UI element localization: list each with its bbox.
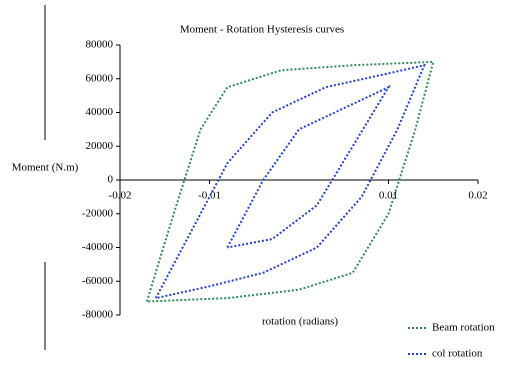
y-tick-label: 40000 xyxy=(86,106,114,118)
y-tick-label: 20000 xyxy=(86,140,114,152)
x-axis-label: rotation (radians) xyxy=(262,316,338,328)
legend-label: Beam rotation xyxy=(432,322,495,334)
y-tick-label: 0 xyxy=(108,174,114,186)
series-line xyxy=(154,63,426,300)
y-tick-label: -40000 xyxy=(82,241,114,253)
y-axis-label: Moment (N.m) xyxy=(12,162,79,174)
y-tick-label: -60000 xyxy=(82,275,114,287)
x-tick-label: -0.02 xyxy=(109,190,132,202)
series-line xyxy=(145,60,435,303)
x-tick-label: -0.01 xyxy=(198,190,221,202)
y-tick-label: 60000 xyxy=(86,72,114,84)
y-tick-label: 80000 xyxy=(86,39,114,51)
y-tick-label: -20000 xyxy=(82,207,114,219)
y-tick-label: -80000 xyxy=(82,309,114,321)
legend-label: col rotation xyxy=(432,348,483,360)
x-tick-label: 0.02 xyxy=(468,190,487,202)
chart-title: Moment - Rotation Hysteresis curves xyxy=(180,24,344,36)
series-line xyxy=(226,84,392,249)
